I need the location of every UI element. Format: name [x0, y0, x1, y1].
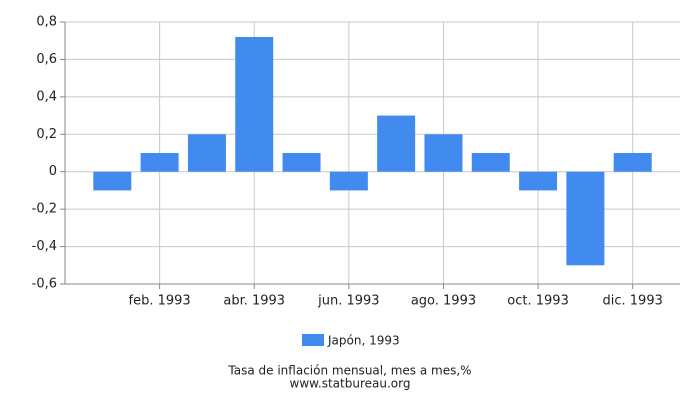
caption: Tasa de inflación mensual, mes a mes,%	[227, 364, 471, 378]
y-tick-label: 0,2	[36, 127, 57, 142]
bar	[282, 153, 321, 172]
bar	[613, 153, 652, 172]
y-tick-label: 0,8	[36, 15, 57, 30]
y-tick-label: 0,4	[36, 89, 57, 104]
y-tick-label: -0,2	[32, 202, 57, 217]
bar	[471, 153, 510, 172]
bar	[566, 171, 605, 266]
bar	[519, 171, 558, 191]
source: www.statbureau.org	[290, 377, 411, 391]
bar	[329, 171, 368, 191]
y-tick-label: 0,6	[36, 52, 57, 67]
y-tick-label: -0,4	[32, 239, 57, 254]
y-tick-label: 0	[49, 164, 57, 179]
y-tick-label: -0,6	[32, 277, 57, 292]
bar	[235, 36, 274, 172]
bar	[377, 115, 416, 172]
x-tick-label: jun. 1993	[317, 294, 379, 309]
x-tick-label: dic. 1993	[603, 294, 663, 309]
x-tick-label: abr. 1993	[223, 294, 285, 309]
bar	[424, 134, 463, 172]
x-tick-label: ago. 1993	[411, 294, 476, 309]
x-tick-label: oct. 1993	[507, 294, 569, 309]
bar	[93, 171, 132, 191]
bar	[187, 134, 226, 172]
legend-swatch	[302, 334, 324, 346]
legend-label: Japón, 1993	[327, 334, 400, 348]
bar	[140, 153, 179, 172]
x-tick-label: feb. 1993	[129, 294, 191, 309]
